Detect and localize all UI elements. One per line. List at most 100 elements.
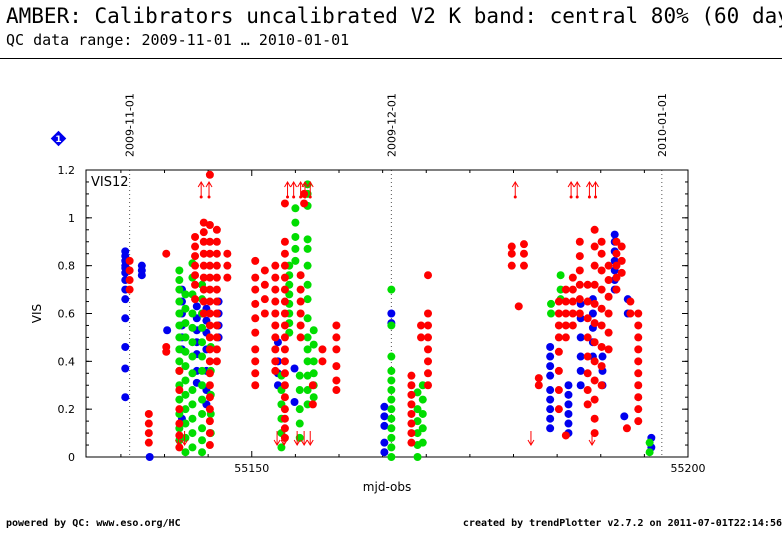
lower-limit-arrow (306, 431, 314, 446)
data-point (181, 376, 190, 385)
data-point (137, 261, 146, 270)
data-point (175, 405, 184, 414)
data-point (308, 400, 317, 409)
data-point (564, 400, 573, 409)
data-point (626, 309, 635, 318)
data-point (519, 240, 528, 249)
data-point (212, 297, 221, 306)
data-point (271, 333, 280, 342)
data-point (413, 405, 422, 414)
data-point (181, 319, 190, 328)
data-point (546, 414, 555, 423)
data-point (387, 285, 396, 294)
data-point (199, 218, 208, 227)
data-point (507, 249, 516, 258)
data-point (175, 443, 184, 452)
data-point (198, 381, 207, 390)
data-point (175, 419, 184, 428)
lower-limit-arrow (300, 431, 308, 446)
data-point (280, 424, 289, 433)
data-point (590, 319, 599, 328)
data-point (212, 237, 221, 246)
data-point (181, 390, 190, 399)
data-point (205, 221, 214, 230)
date-marker-label: 2010-01-01 (656, 93, 669, 157)
upper-limit-arrow (197, 181, 205, 199)
data-point (597, 381, 606, 390)
data-point (413, 417, 422, 426)
data-point (590, 338, 599, 347)
data-point (191, 232, 200, 241)
data-point (424, 345, 433, 354)
data-point (277, 443, 286, 452)
page-title: AMBER: Calibrators uncalibrated V2 K ban… (6, 4, 782, 28)
data-point (296, 321, 305, 330)
data-point (295, 386, 304, 395)
data-point (303, 280, 312, 289)
data-point (296, 271, 305, 280)
data-point (199, 228, 208, 237)
data-point (303, 357, 312, 366)
data-point (198, 436, 207, 445)
data-point (626, 297, 635, 306)
data-point (251, 357, 260, 366)
data-point (546, 386, 555, 395)
data-point (622, 424, 631, 433)
data-point (575, 252, 584, 261)
data-point (280, 393, 289, 402)
upper-limit-arrow (585, 181, 593, 199)
data-point (205, 381, 214, 390)
data-point (604, 276, 613, 285)
data-point (188, 443, 197, 452)
data-point (121, 393, 130, 402)
upper-limit-arrow (511, 181, 519, 199)
data-point (271, 366, 280, 375)
data-point (291, 244, 300, 253)
data-point (175, 321, 184, 330)
data-point (568, 321, 577, 330)
data-point (175, 276, 184, 285)
data-range-subtitle: QC data range: 2009-11-01 … 2010-01-01 (6, 31, 350, 49)
data-point (590, 299, 599, 308)
data-point (163, 326, 172, 335)
data-point (597, 249, 606, 258)
data-point (280, 357, 289, 366)
data-point (332, 386, 341, 395)
data-point (387, 443, 396, 452)
data-point (387, 321, 396, 330)
data-point (308, 381, 317, 390)
data-point (191, 280, 200, 289)
data-point (634, 345, 643, 354)
data-point (332, 376, 341, 385)
data-point (597, 362, 606, 371)
lower-limit-arrow (588, 431, 596, 446)
data-point (519, 261, 528, 270)
data-point (597, 342, 606, 351)
powered-by-footer: powered by QC: www.eso.org/HC (6, 518, 181, 529)
data-point (198, 395, 207, 404)
data-point (199, 285, 208, 294)
data-point (424, 333, 433, 342)
info-badge-icon[interactable]: 1 (50, 130, 67, 147)
data-point (175, 297, 184, 306)
data-point (380, 438, 389, 447)
data-point (597, 285, 606, 294)
data-point (612, 261, 621, 270)
data-point (212, 309, 221, 318)
data-point (303, 314, 312, 323)
data-point (554, 405, 563, 414)
data-point (590, 225, 599, 234)
data-point (291, 232, 300, 241)
lower-limit-arrow (527, 431, 535, 446)
data-point (424, 309, 433, 318)
data-point (144, 429, 153, 438)
data-point (188, 338, 197, 347)
data-point (271, 273, 280, 282)
data-point (387, 386, 396, 395)
data-point (199, 297, 208, 306)
data-point (125, 256, 134, 265)
data-point (547, 309, 556, 318)
data-point (175, 333, 184, 342)
data-point (590, 429, 599, 438)
data-point (212, 321, 221, 330)
